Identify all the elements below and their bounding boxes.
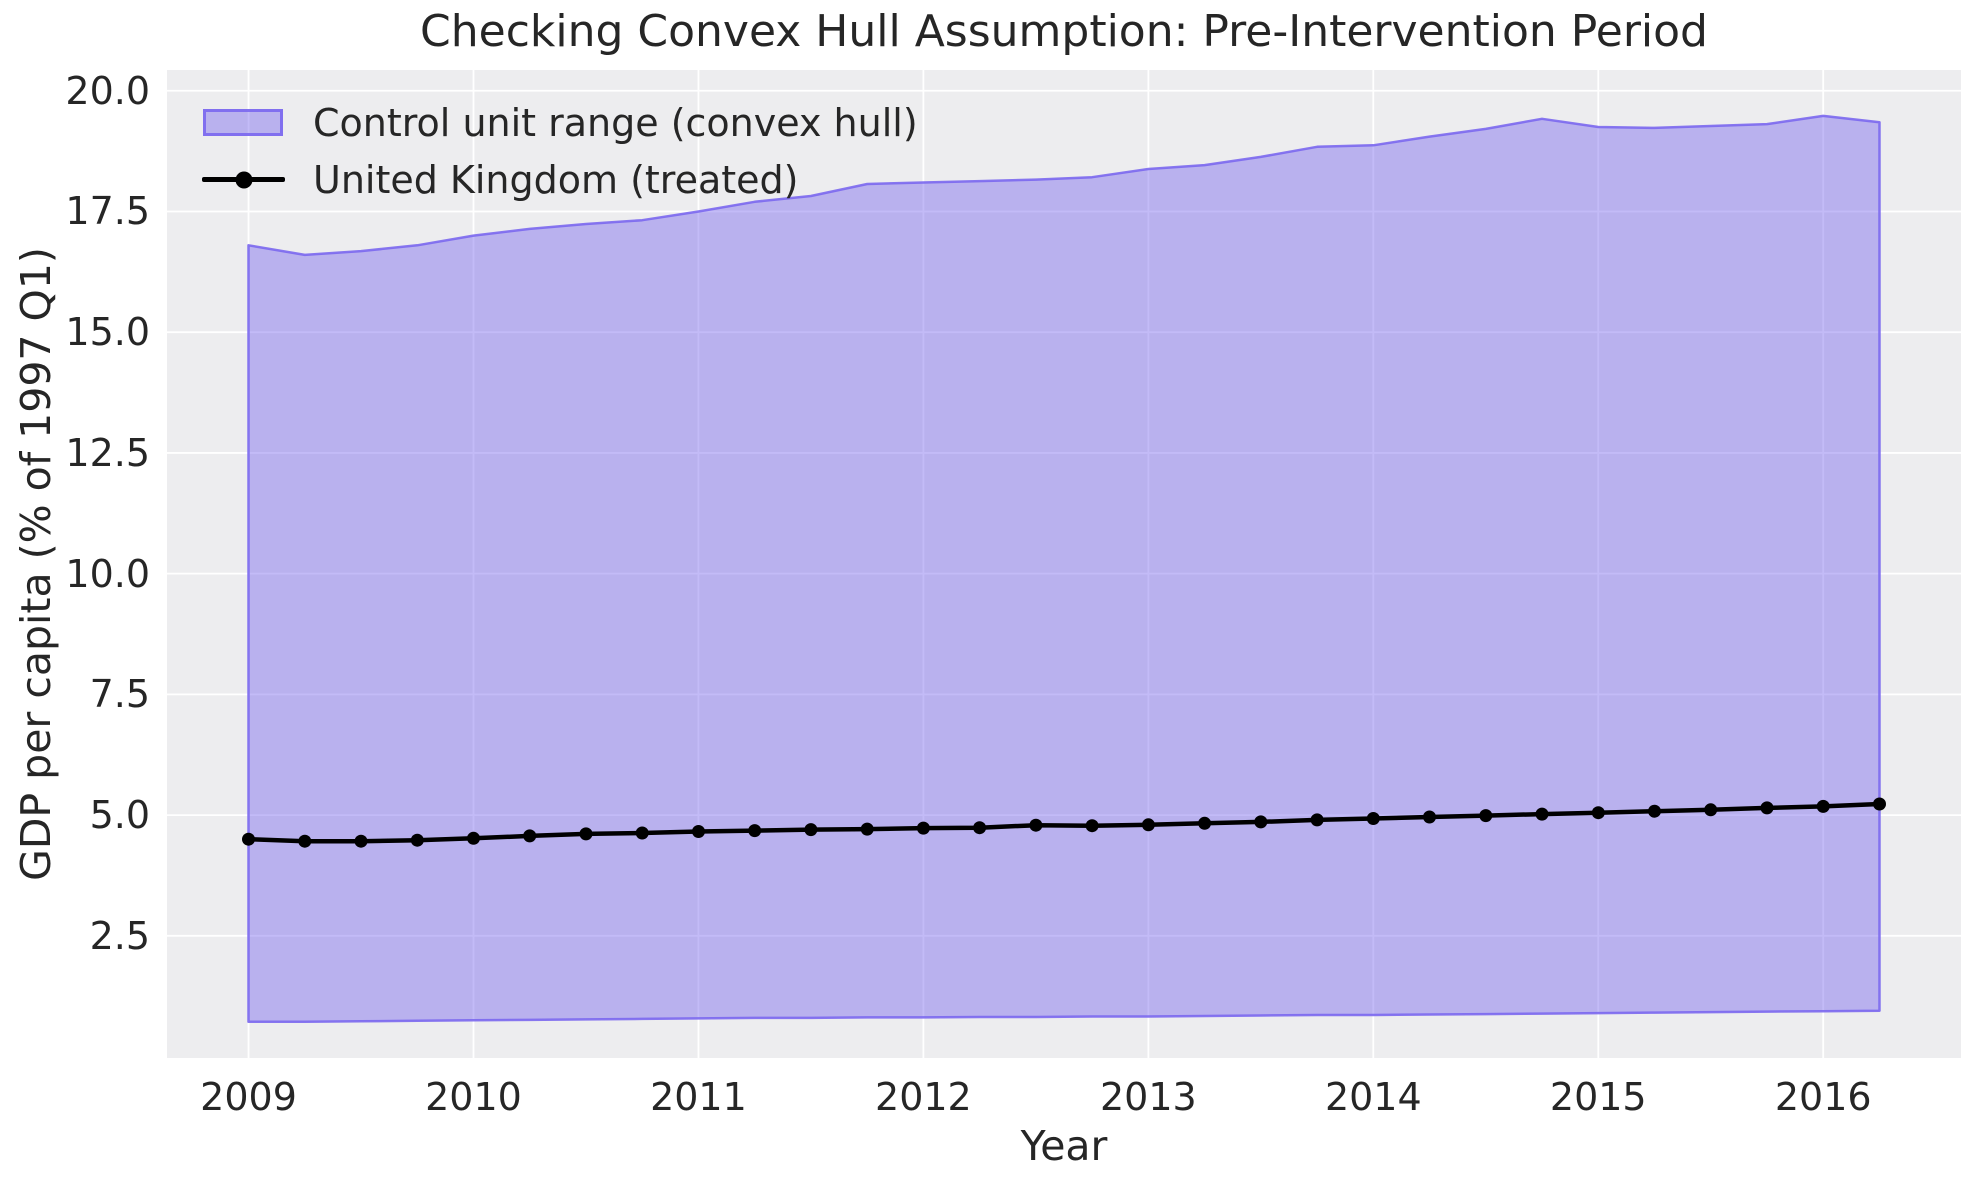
y-tick-label: 15.0 bbox=[65, 310, 150, 355]
data-point-marker bbox=[1085, 819, 1099, 833]
data-point-marker bbox=[1029, 818, 1043, 832]
data-point-marker bbox=[1366, 812, 1380, 825]
plot-area bbox=[167, 70, 1961, 1058]
data-point-marker bbox=[1816, 799, 1830, 813]
x-tick-label: 2011 bbox=[650, 1075, 747, 1119]
data-point-marker bbox=[635, 826, 649, 840]
data-point-marker bbox=[523, 829, 537, 843]
x-tick-label: 2014 bbox=[1324, 1075, 1422, 1119]
y-tick-label: 20.0 bbox=[65, 68, 150, 113]
data-point-marker bbox=[1591, 806, 1605, 820]
y-tick-label: 10.0 bbox=[65, 551, 150, 596]
control-range-band bbox=[247, 114, 1881, 1024]
legend-label: United Kingdom (treated) bbox=[313, 157, 799, 202]
legend-item-control-range: Control unit range (convex hull) bbox=[202, 94, 918, 151]
legend-label: Control unit range (convex hull) bbox=[313, 100, 918, 145]
data-point-marker bbox=[1254, 815, 1268, 829]
data-point-marker bbox=[242, 832, 255, 846]
x-tick-label: 2013 bbox=[1099, 1075, 1197, 1119]
data-point-marker bbox=[1141, 818, 1155, 832]
data-point-marker bbox=[916, 821, 930, 835]
x-tick-label: 2015 bbox=[1549, 1075, 1647, 1119]
data-point-marker bbox=[298, 834, 312, 848]
data-point-marker bbox=[748, 824, 762, 838]
band-swatch-icon bbox=[203, 109, 283, 136]
treated-line bbox=[248, 801, 1880, 844]
x-tick-label: 2010 bbox=[425, 1075, 522, 1119]
data-point-marker bbox=[354, 834, 368, 848]
data-point-marker bbox=[860, 822, 874, 836]
data-point-marker bbox=[1648, 804, 1661, 818]
data-point-marker bbox=[1704, 803, 1718, 817]
data-point-marker bbox=[1479, 809, 1493, 823]
chart-title: Checking Convex Hull Assumption: Pre-Int… bbox=[420, 6, 1708, 57]
x-tick-label: 2016 bbox=[1774, 1075, 1872, 1119]
data-point-marker bbox=[804, 823, 818, 837]
legend-item-united-kingdom: United Kingdom (treated) bbox=[202, 151, 918, 208]
y-tick-label: 5.0 bbox=[89, 793, 150, 838]
line-marker-swatch-icon bbox=[202, 171, 285, 188]
data-point-marker bbox=[410, 833, 424, 847]
x-tick-label: 2012 bbox=[875, 1075, 972, 1119]
x-tick-label: 2009 bbox=[200, 1075, 297, 1119]
y-tick-label: 2.5 bbox=[89, 913, 150, 958]
y-tick-label: 12.5 bbox=[65, 430, 150, 475]
y-tick-label: 17.5 bbox=[65, 189, 150, 234]
data-point-marker bbox=[973, 821, 987, 835]
data-point-marker bbox=[467, 831, 480, 845]
data-point-marker bbox=[1198, 816, 1212, 830]
marker-dot-icon bbox=[235, 171, 252, 188]
data-point-marker bbox=[579, 827, 593, 841]
data-point-marker bbox=[1535, 807, 1549, 821]
data-point-marker bbox=[1310, 813, 1324, 827]
legend: Control unit range (convex hull) United … bbox=[202, 94, 918, 208]
data-point-marker bbox=[1873, 797, 1886, 811]
data-point-marker bbox=[1760, 801, 1774, 815]
x-axis-label: Year bbox=[1020, 1122, 1108, 1170]
axes: Control unit range (convex hull) United … bbox=[167, 70, 1961, 1058]
data-point-marker bbox=[692, 825, 705, 838]
y-tick-label: 7.5 bbox=[89, 672, 150, 717]
data-point-marker bbox=[1423, 810, 1436, 824]
